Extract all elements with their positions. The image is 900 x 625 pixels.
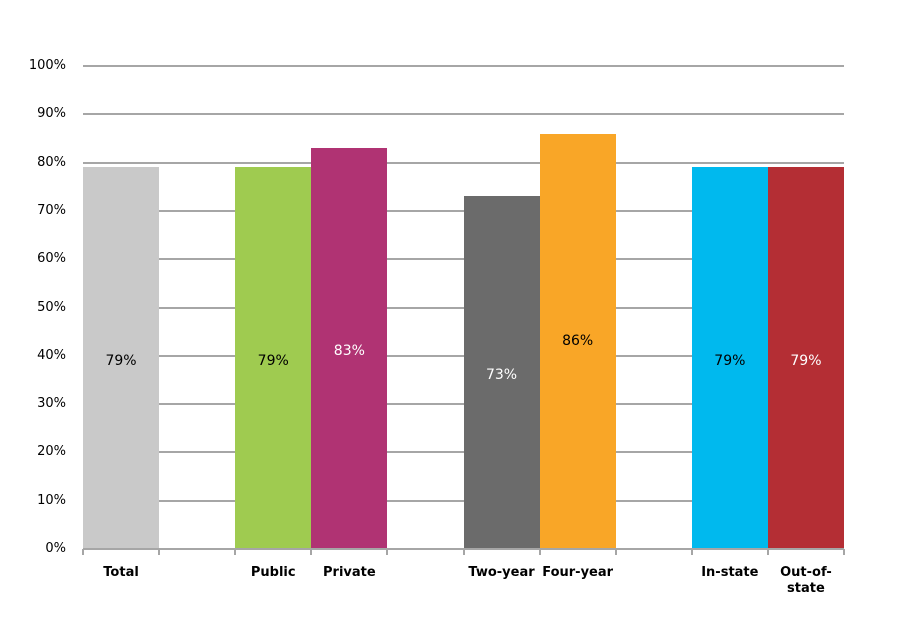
y-tick-label: 50% [37, 299, 66, 315]
x-category-label-line: Out-of- [780, 565, 832, 580]
bar-four-year [539, 133, 616, 549]
x-tick [310, 549, 313, 555]
y-tick-label: 40% [37, 347, 66, 363]
data-label: 79% [790, 352, 822, 369]
x-category-label-line: Four-year [542, 565, 614, 580]
data-label: 83% [333, 342, 365, 359]
x-category-label-line: Private [323, 565, 376, 580]
x-tick [766, 549, 769, 555]
x-tick [538, 549, 541, 555]
x-category-label: Public [228, 565, 318, 581]
y-tick-label: 70% [37, 202, 66, 218]
x-category-label: Private [304, 565, 394, 581]
x-tick [462, 549, 465, 555]
bar-two-year [463, 196, 540, 549]
data-label: 73% [485, 367, 518, 384]
gridline [83, 65, 844, 67]
x-category-label-line: Public [250, 565, 296, 580]
bar-in-state [691, 167, 768, 549]
bar-out-of-state [767, 167, 844, 549]
data-label: 79% [257, 352, 289, 369]
gridline [83, 113, 844, 116]
y-tick-label: 30% [37, 396, 66, 412]
x-category-label-line: Total [103, 565, 139, 580]
bar-public [235, 167, 312, 549]
x-category-label: In-state [685, 565, 775, 581]
data-label: 79% [105, 352, 137, 369]
bar-private [311, 148, 388, 549]
bar-total [83, 167, 160, 549]
x-tick [690, 549, 693, 555]
y-tick-label: 80% [37, 154, 66, 170]
x-category-label-line: In-state [701, 565, 759, 580]
data-label: 79% [714, 352, 746, 369]
x-category-label: Total [76, 565, 166, 581]
x-category-label: Two-year [457, 565, 547, 581]
gridline [83, 161, 844, 164]
x-tick [386, 549, 389, 555]
x-tick [614, 549, 617, 555]
y-tick-label: 60% [37, 251, 66, 267]
y-tick-label: 0% [45, 541, 66, 556]
y-tick-label: 10% [37, 492, 66, 508]
y-tick-label: 90% [37, 106, 66, 122]
y-tick-label: 100% [28, 58, 66, 73]
y-tick-label: 20% [37, 444, 66, 460]
x-tick [234, 549, 237, 555]
x-tick [82, 549, 84, 555]
x-category-label-line: Two-year [468, 565, 535, 580]
x-category-label-line: state [787, 581, 825, 596]
x-category-label: Four-year [533, 565, 623, 581]
data-label: 86% [562, 333, 594, 350]
x-tick [158, 549, 161, 555]
x-tick [843, 549, 845, 555]
x-category-label: Out-of-state [761, 565, 851, 597]
